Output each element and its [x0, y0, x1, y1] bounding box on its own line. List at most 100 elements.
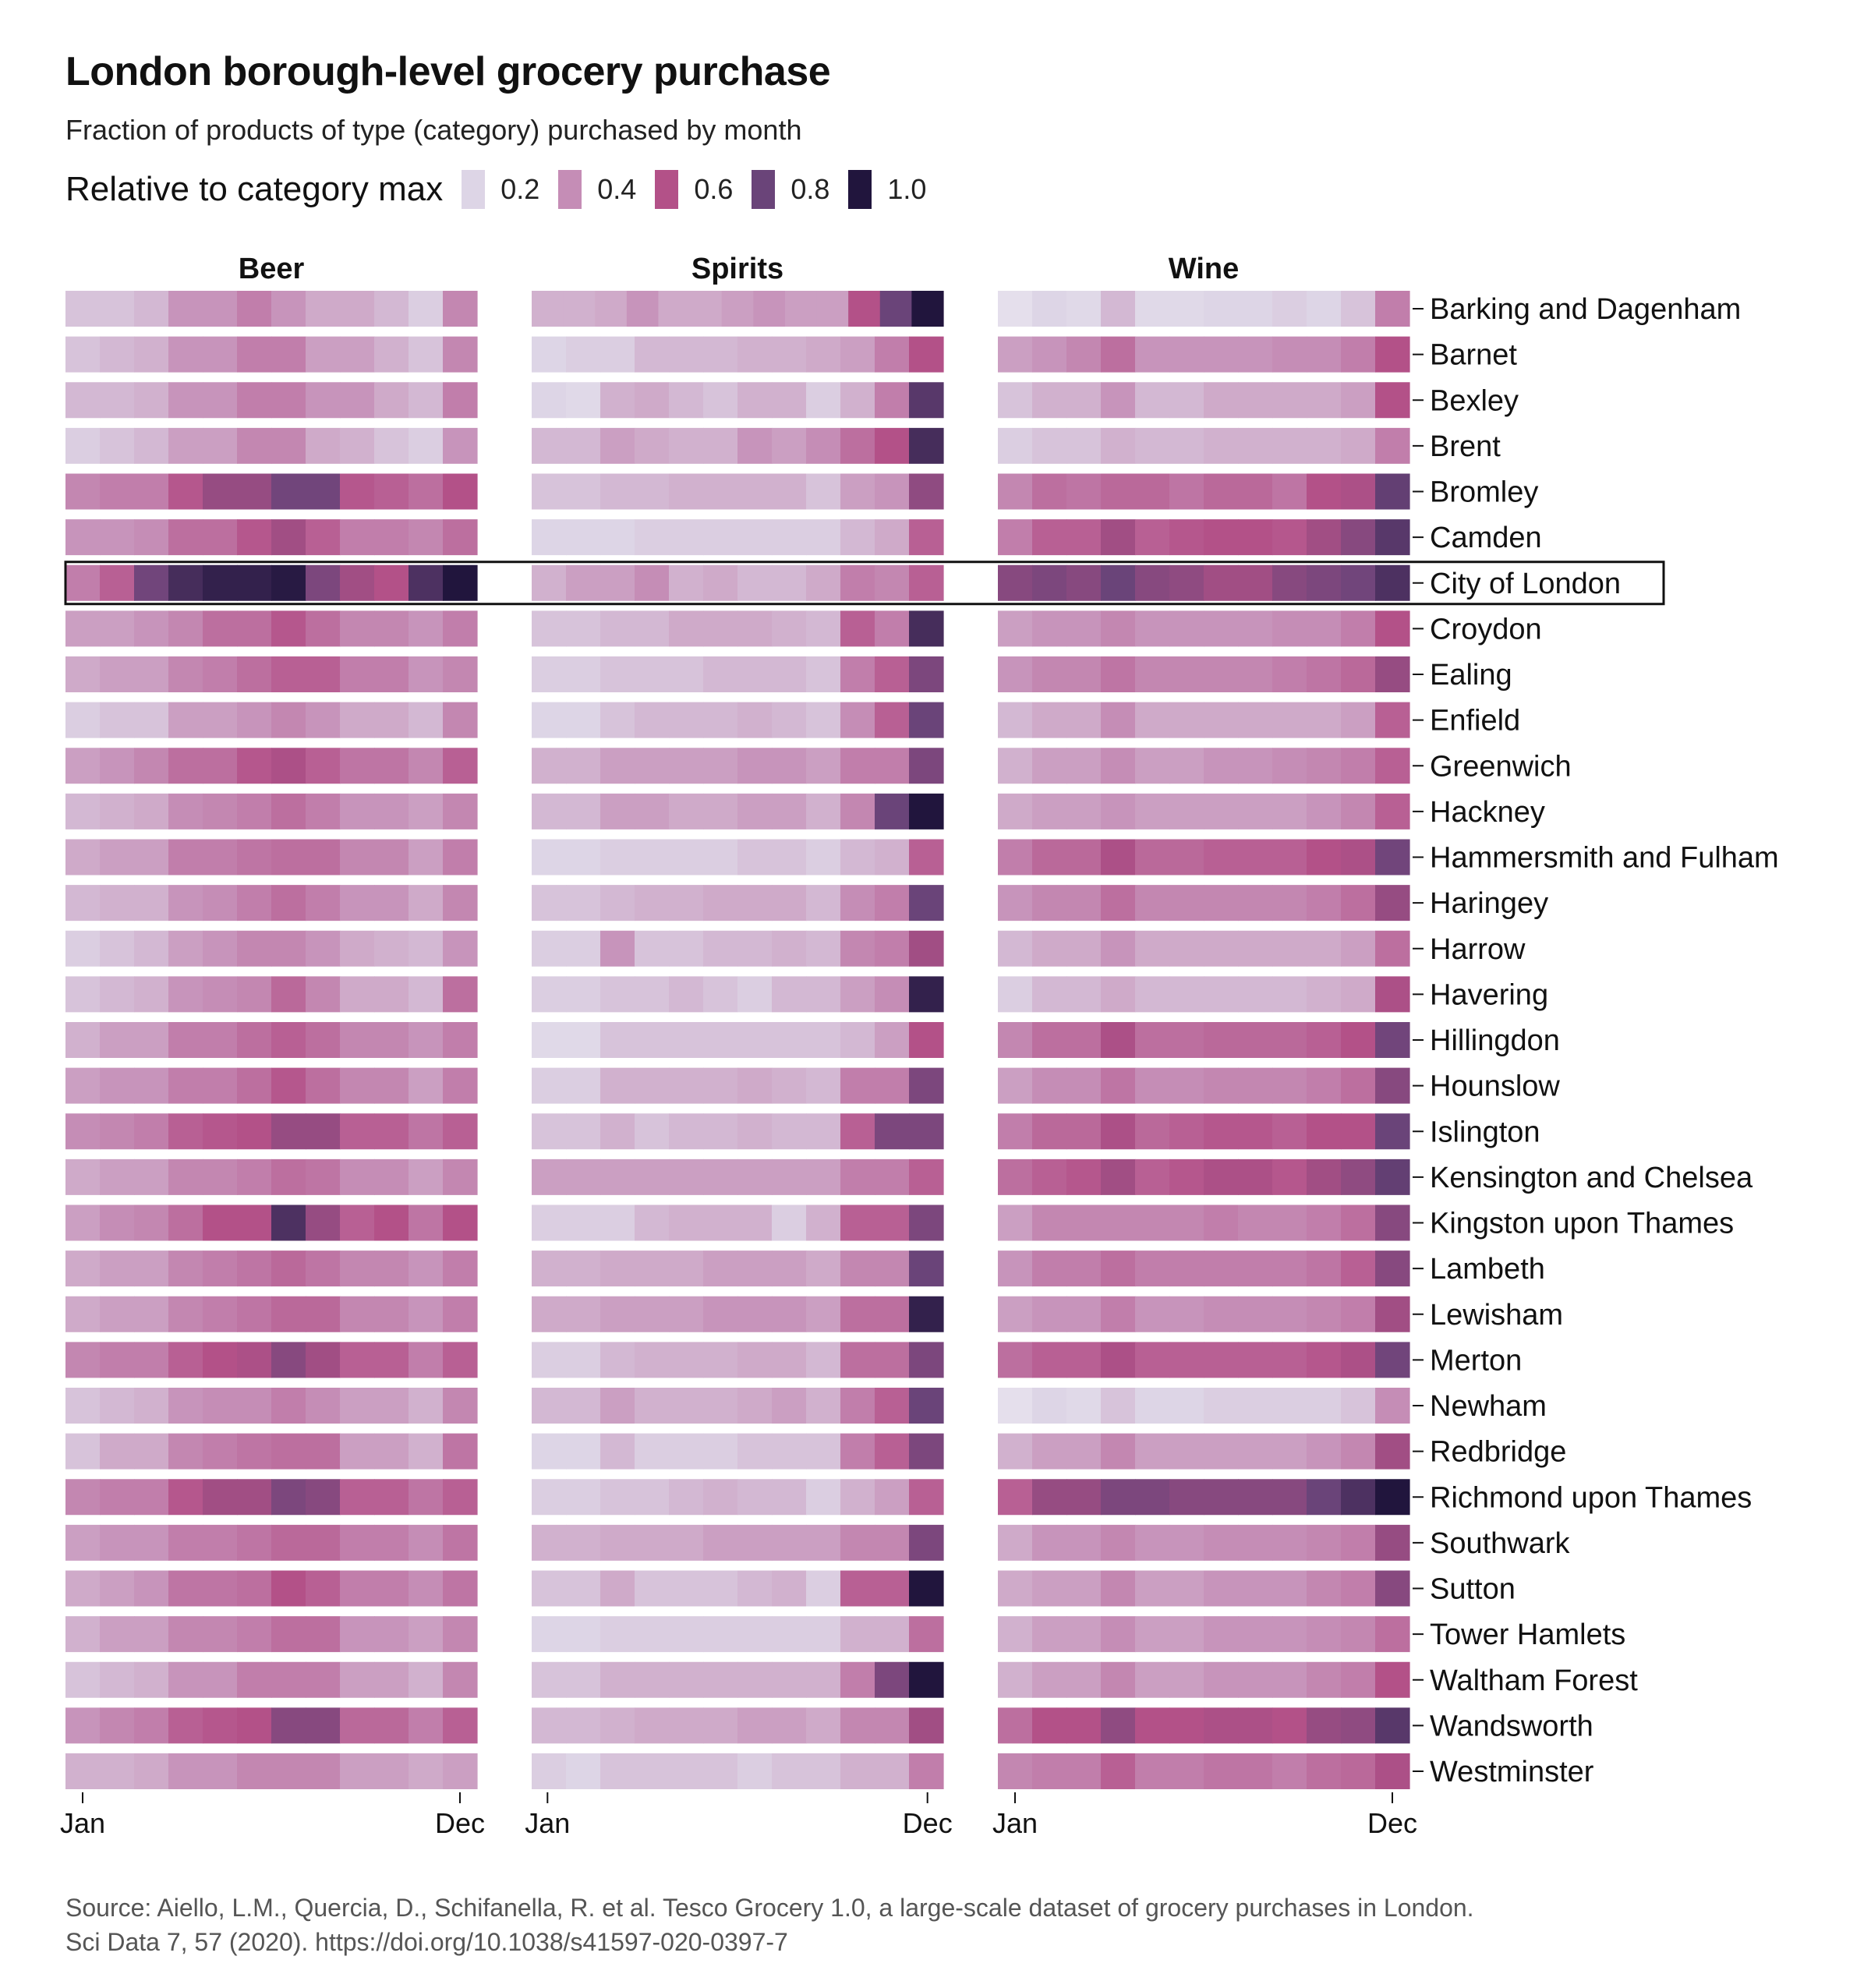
heatmap-cell [237, 1433, 272, 1470]
heatmap-cell [65, 564, 101, 601]
heatmap-cell [1101, 291, 1136, 327]
heatmap-cell [669, 564, 704, 601]
heatmap-cell [100, 1204, 135, 1241]
heatmap-cell [1238, 885, 1273, 921]
heatmap-cell [1238, 1570, 1273, 1607]
heatmap-cell [1272, 1113, 1307, 1150]
heatmap-cell [374, 930, 409, 967]
heatmap-cell [806, 1661, 841, 1698]
heatmap-cell [1101, 1433, 1136, 1470]
heatmap-cell [271, 976, 306, 1013]
heatmap-cell [1135, 656, 1170, 692]
heatmap-cell [271, 656, 306, 692]
heatmap-cell [340, 1296, 375, 1332]
heatmap-cell [1101, 793, 1136, 830]
heatmap-cell [237, 976, 272, 1013]
heatmap-cell [203, 519, 238, 556]
heatmap-cell [237, 1250, 272, 1287]
heatmap-cell [1066, 1067, 1102, 1104]
heatmap-cell [1204, 1067, 1239, 1104]
heatmap-cell [1341, 1616, 1376, 1653]
heatmap-cell [1032, 1296, 1067, 1332]
heatmap-cell [1272, 610, 1307, 647]
heatmap-cell [875, 1067, 910, 1104]
color-legend: Relative to category max 0.2 0.4 0.6 0.8… [65, 164, 945, 215]
heatmap-cell [840, 930, 875, 967]
heatmap-cell [1169, 564, 1204, 601]
heatmap-cell [443, 1067, 478, 1104]
heatmap-cell [806, 1022, 841, 1058]
heatmap-cell [1032, 1753, 1067, 1789]
heatmap-cell [1169, 1250, 1204, 1287]
heatmap-cell [532, 748, 567, 784]
heatmap-cell [443, 519, 478, 556]
heatmap-cell [1204, 885, 1239, 921]
heatmap-cell [703, 1296, 738, 1332]
heatmap-cell [1238, 1250, 1273, 1287]
heatmap-cell [1101, 702, 1136, 738]
heatmap-cell [1032, 1661, 1067, 1698]
heatmap-cell [1101, 1067, 1136, 1104]
heatmap-cell [100, 1022, 135, 1058]
heatmap-cell [1101, 839, 1136, 875]
heatmap-cell [1032, 930, 1067, 967]
heatmap-cell [737, 427, 773, 464]
heatmap-cell [600, 1158, 635, 1195]
heatmap-cell [772, 336, 807, 373]
heatmap-cell [875, 839, 910, 875]
heatmap-cell [134, 564, 169, 601]
heatmap-cell [409, 291, 444, 327]
heatmap-cell [134, 1616, 169, 1653]
heatmap-cell [271, 1661, 306, 1698]
heatmap-cell [1238, 1388, 1273, 1424]
heatmap-cell [306, 793, 341, 830]
heatmap-cell [1375, 291, 1410, 327]
heatmap-cell [1204, 1570, 1239, 1607]
heatmap-cell [1101, 336, 1136, 373]
heatmap-cell [340, 1616, 375, 1653]
heatmap-cell [840, 1433, 875, 1470]
heatmap-cell [1169, 1342, 1204, 1378]
heatmap-cell [635, 1388, 670, 1424]
heatmap-cell [875, 1570, 910, 1607]
heatmap-cell [1238, 1479, 1273, 1516]
heatmap-cell [100, 1753, 135, 1789]
heatmap-cell [1307, 1479, 1342, 1516]
heatmap-cell [203, 1296, 238, 1332]
heatmap-cell [340, 1022, 375, 1058]
heatmap-cell [566, 1158, 601, 1195]
heatmap-cell [840, 702, 875, 738]
heatmap-cell [100, 427, 135, 464]
heatmap-cell [566, 930, 601, 967]
heatmap-cell [566, 564, 601, 601]
heatmap-cell [1272, 1570, 1307, 1607]
heatmap-cell [1238, 1616, 1273, 1653]
heatmap-cell [1272, 885, 1307, 921]
heatmap-cell [1135, 1616, 1170, 1653]
heatmap-cell [1341, 885, 1376, 921]
heatmap-cell [806, 336, 841, 373]
heatmap-cell [374, 564, 409, 601]
heatmap-cell [721, 291, 754, 327]
heatmap-cell [1135, 519, 1170, 556]
legend-label: 0.2 [500, 173, 540, 205]
heatmap-cell [703, 564, 738, 601]
heatmap-cell [635, 1570, 670, 1607]
heatmap-cell [65, 1616, 101, 1653]
heatmap-cell [1238, 839, 1273, 875]
heatmap-cell [1375, 1296, 1410, 1332]
heatmap-cell [1375, 1524, 1410, 1561]
heatmap-cell [134, 1250, 169, 1287]
heatmap-cell [1238, 473, 1273, 510]
heatmap-cell [566, 382, 601, 419]
heatmap-cell [703, 1707, 738, 1744]
heatmap-cell [100, 885, 135, 921]
heatmap-cell [409, 1661, 444, 1698]
heatmap-cell [271, 1113, 306, 1150]
heatmap-cell [806, 1250, 841, 1287]
highlight-box [64, 561, 1665, 606]
heatmap-cell [203, 427, 238, 464]
legend-label: 0.8 [790, 173, 830, 205]
heatmap-cell [1135, 1388, 1170, 1424]
heatmap-cell [237, 1707, 272, 1744]
